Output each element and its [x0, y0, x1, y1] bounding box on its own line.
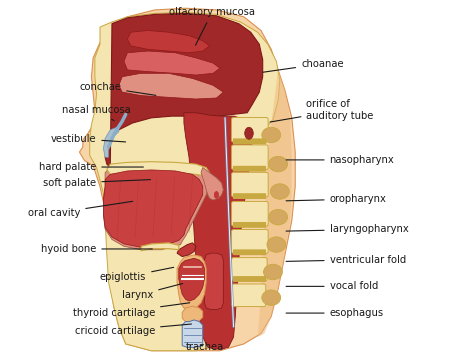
FancyBboxPatch shape: [233, 193, 266, 199]
Polygon shape: [182, 306, 203, 323]
Polygon shape: [80, 8, 295, 351]
Polygon shape: [177, 255, 206, 310]
FancyBboxPatch shape: [231, 117, 268, 142]
Ellipse shape: [264, 264, 283, 280]
FancyBboxPatch shape: [231, 145, 268, 169]
FancyBboxPatch shape: [233, 139, 266, 144]
FancyBboxPatch shape: [231, 229, 268, 253]
FancyBboxPatch shape: [231, 172, 268, 197]
Text: esophagus: esophagus: [286, 308, 384, 318]
Polygon shape: [128, 31, 210, 53]
Polygon shape: [257, 70, 292, 337]
Text: vocal fold: vocal fold: [286, 281, 378, 292]
Polygon shape: [177, 243, 196, 257]
Text: epiglottis: epiglottis: [100, 267, 173, 283]
Polygon shape: [124, 51, 220, 75]
Text: larynx: larynx: [122, 284, 182, 300]
Polygon shape: [103, 163, 208, 250]
Text: choanae: choanae: [263, 59, 344, 72]
Text: oropharynx: oropharynx: [286, 194, 386, 204]
Polygon shape: [201, 168, 223, 200]
Polygon shape: [90, 12, 280, 351]
Text: orifice of
auditory tube: orifice of auditory tube: [270, 99, 374, 122]
Polygon shape: [204, 253, 223, 310]
Ellipse shape: [269, 157, 288, 172]
Text: thyroid cartilage: thyroid cartilage: [73, 303, 190, 318]
Text: nasal mucosa: nasal mucosa: [63, 105, 131, 121]
FancyBboxPatch shape: [231, 258, 267, 281]
Polygon shape: [119, 73, 223, 99]
Polygon shape: [215, 191, 218, 198]
Polygon shape: [103, 170, 203, 247]
FancyBboxPatch shape: [231, 284, 266, 307]
FancyBboxPatch shape: [233, 222, 266, 228]
Text: hard palate: hard palate: [39, 162, 144, 172]
Text: laryngopharynx: laryngopharynx: [286, 224, 409, 234]
Text: conchae: conchae: [79, 82, 156, 95]
FancyBboxPatch shape: [231, 201, 268, 226]
Polygon shape: [107, 162, 210, 176]
Ellipse shape: [262, 127, 281, 143]
Polygon shape: [105, 13, 263, 168]
Text: trachea: trachea: [186, 342, 224, 352]
Text: vestibule: vestibule: [51, 134, 126, 144]
FancyBboxPatch shape: [233, 276, 266, 282]
Polygon shape: [182, 320, 203, 348]
Polygon shape: [103, 126, 119, 157]
Text: soft palate: soft palate: [43, 178, 151, 188]
Ellipse shape: [262, 290, 281, 306]
Polygon shape: [225, 118, 257, 349]
Text: hyoid bone: hyoid bone: [41, 244, 152, 254]
FancyBboxPatch shape: [233, 250, 266, 255]
Polygon shape: [184, 113, 253, 349]
Text: cricoid cartilage: cricoid cartilage: [75, 324, 191, 336]
Text: olfactory mucosa: olfactory mucosa: [169, 8, 255, 45]
Text: oral cavity: oral cavity: [28, 201, 133, 218]
Polygon shape: [141, 243, 179, 251]
Ellipse shape: [269, 209, 288, 225]
FancyBboxPatch shape: [233, 166, 266, 172]
Text: ventricular fold: ventricular fold: [286, 255, 406, 265]
Text: nasopharynx: nasopharynx: [286, 155, 394, 165]
Ellipse shape: [245, 127, 253, 139]
Polygon shape: [179, 258, 204, 301]
Ellipse shape: [267, 237, 286, 252]
Ellipse shape: [270, 184, 289, 199]
